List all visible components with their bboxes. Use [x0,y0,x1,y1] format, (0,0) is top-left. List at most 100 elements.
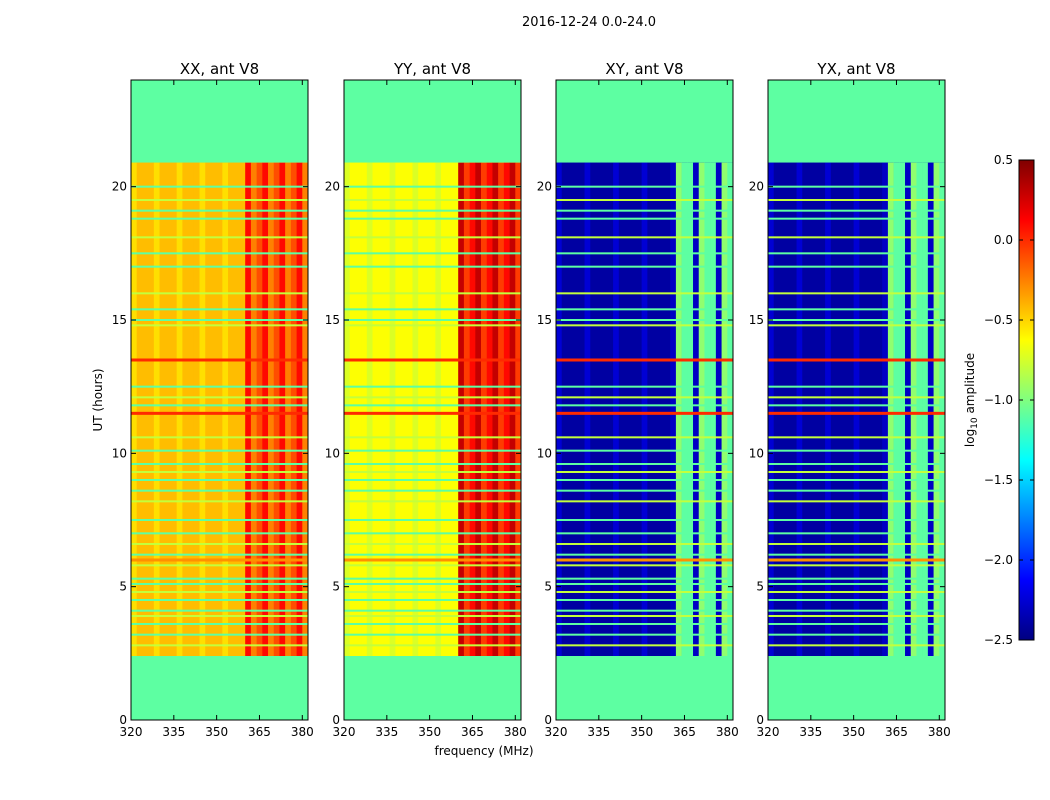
heatmap-cell-column [366,162,373,656]
flagged-time-line [556,308,733,311]
x-tick-label: 320 [120,725,143,739]
heatmap-cell-column [344,162,351,656]
flagged-time-line [556,644,733,647]
heatmap-cell-column [607,162,614,656]
flagged-time-line [131,553,308,556]
flagged-time-line [344,583,521,585]
heatmap-cell-column [601,162,608,656]
y-tick-label: 20 [325,180,340,194]
flagged-time-line [556,463,733,465]
heatmap-cell-column [910,162,917,656]
y-tick-label: 15 [112,313,127,327]
flagged-time-line [131,609,308,612]
flagged-time-line [768,396,945,399]
heatmap-cell-column [401,162,408,656]
flagged-time-line [556,385,733,388]
flagged-time-line [344,396,521,399]
flagged-time-line [556,265,733,268]
heatmap-cell-column [216,162,223,656]
heatmap-cell-column [182,162,189,656]
y-tick-label: 20 [537,180,552,194]
heatmap-cell-column [613,162,620,656]
heatmap-cell-column [578,162,585,656]
flagged-time-line [131,199,308,201]
colorbar-tick-label: 0.5 [994,153,1013,167]
x-tick-label: 335 [587,725,610,739]
flagged-time-line [768,599,945,601]
flagged-time-line [556,252,733,255]
heatmap-cell-column [573,162,580,656]
heatmap-cell-column [188,162,195,656]
heatmap-cell-column [842,162,849,656]
heatmap-cell-column [584,162,591,656]
flagged-time-line [556,591,733,593]
strong-flag-line [344,358,521,362]
flagged-time-line [131,532,308,535]
flagged-time-line [768,519,945,521]
heatmap-cell-column [159,162,166,656]
x-tick-label: 350 [630,725,653,739]
panel-3: XY, ant V8 0 5 10 15 20 320 335 350 365 380 [537,60,739,739]
heatmap-cell-column [813,162,820,656]
flagged-time-line [556,236,733,239]
heatmap-cell-column [205,162,212,656]
flagged-time-line [344,543,521,545]
flagged-time-line [556,609,733,612]
heatmap-cell-column [273,162,280,656]
heatmap-cell-column [509,162,516,656]
flagged-time-line [768,265,945,268]
heatmap-cell-column [441,162,448,656]
flagged-time-line [131,185,308,188]
heatmap-cell-column [423,162,430,656]
flagged-time-line [131,564,308,567]
heatmap-cell-column [446,162,453,656]
x-tick-label: 380 [291,725,314,739]
flagged-time-line [768,436,945,439]
heatmap-cell-column [279,162,286,656]
heatmap-cell-column [853,162,860,656]
heatmap-cell-column [418,162,425,656]
heatmap-cell-column [819,162,826,656]
heatmap-cell-column [153,162,160,656]
y-tick-label: 0 [119,713,127,727]
heatmap-cell-column [768,162,775,656]
flagged-time-line [768,623,945,625]
flagged-time-line [131,385,308,388]
x-tick-label: 335 [799,725,822,739]
y-tick-label: 15 [325,313,340,327]
flagged-time-line [768,217,945,220]
y-tick-label: 0 [544,713,552,727]
flagged-time-line [556,217,733,220]
flagged-time-line [344,633,521,636]
flagged-time-line [768,583,945,585]
heatmap-cell-column [865,162,872,656]
flagged-time-line [131,292,308,295]
strong-flag-line [131,358,308,362]
heatmap-cell-column [807,162,814,656]
colorbar-tick-label: −1.0 [984,393,1013,407]
flagged-time-line [131,252,308,255]
heatmap-cell-column [618,162,625,656]
y-tick-label: 15 [749,313,764,327]
heatmap-cell-column [721,162,728,656]
x-tick-label: 365 [248,725,271,739]
flagged-time-line [344,564,521,567]
flagged-time-line [768,385,945,388]
x-tick-label: 380 [716,725,739,739]
flagged-time-line [344,644,521,647]
panel-frame [555,79,734,721]
heatmap-cell-column [893,162,900,656]
strong-flag-line [556,358,733,362]
flagged-time-line [131,500,308,503]
x-tick-label: 320 [333,725,356,739]
flagged-time-line [768,252,945,255]
flagged-time-line [768,479,945,481]
heatmap-cell-column [233,162,240,656]
strong-flag-line [131,411,308,415]
flagged-time-line [131,463,308,465]
heatmap-cell-column [687,162,694,656]
flagged-time-line [556,543,733,545]
heatmap-cell-column [435,162,442,656]
